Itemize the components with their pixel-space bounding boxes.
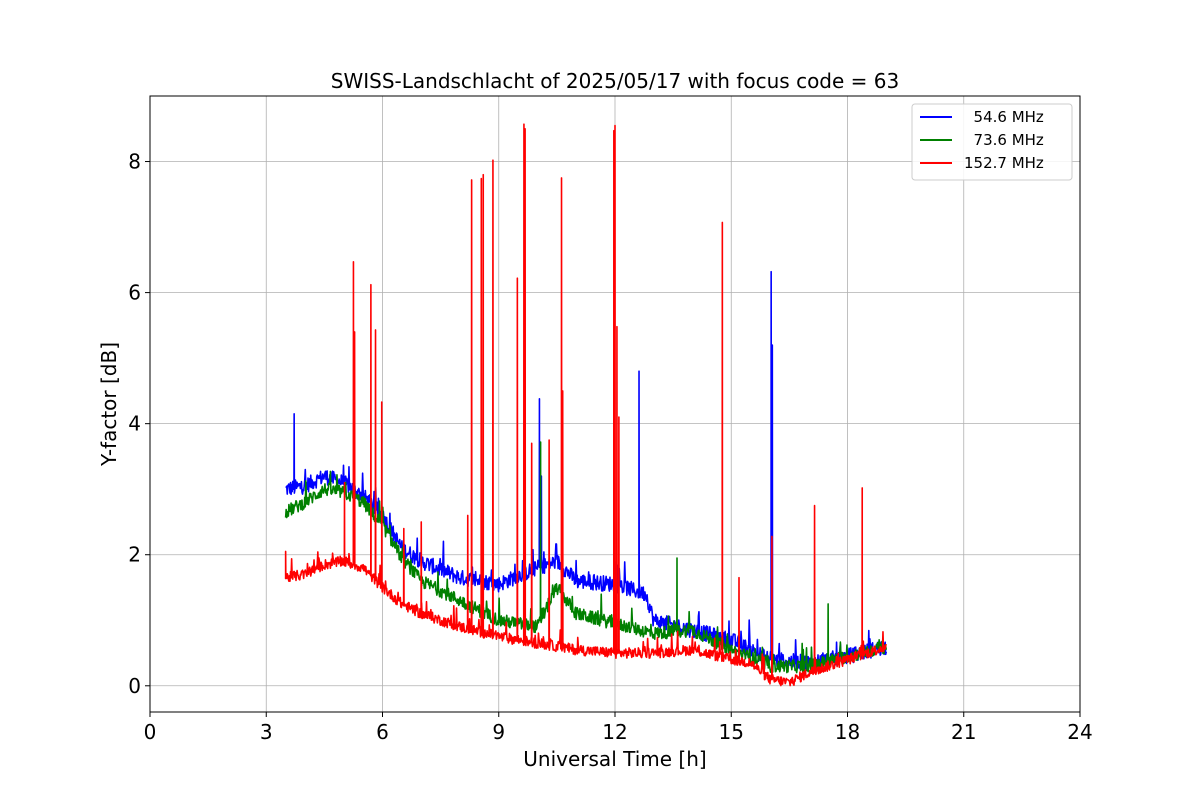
y-tick-label: 6 [128,281,141,305]
x-tick-label: 6 [376,720,389,744]
series-line-1 [284,441,888,674]
x-tick-label: 12 [602,720,627,744]
x-tick-label: 18 [835,720,860,744]
legend-label-152-7: 152.7 MHz [964,154,1044,172]
y-tick-label: 2 [128,543,141,567]
legend-label-73-6: 73.6 MHz [964,131,1044,149]
series-layer [284,123,888,687]
y-axis-label: Y-factor [dB] [97,342,121,467]
y-tick-label: 4 [128,412,141,436]
y-tick-label: 0 [128,674,141,698]
legend-frame [911,103,1073,181]
x-tick-label: 3 [260,720,273,744]
legend-label-54-6: 54.6 MHz [964,108,1044,126]
x-tick-label: 15 [719,720,744,744]
x-tick-label: 9 [492,720,505,744]
chart-title: SWISS-Landschlacht of 2025/05/17 with fo… [331,69,899,93]
x-tick-label: 0 [144,720,157,744]
x-axis-label: Universal Time [h] [523,747,706,771]
x-tick-label: 21 [951,720,976,744]
legend: 54.6 MHz 73.6 MHz 152.7 MHz [911,103,1073,181]
series-line-2 [284,123,888,687]
x-tick-label: 24 [1067,720,1092,744]
y-tick-label: 8 [128,150,141,174]
